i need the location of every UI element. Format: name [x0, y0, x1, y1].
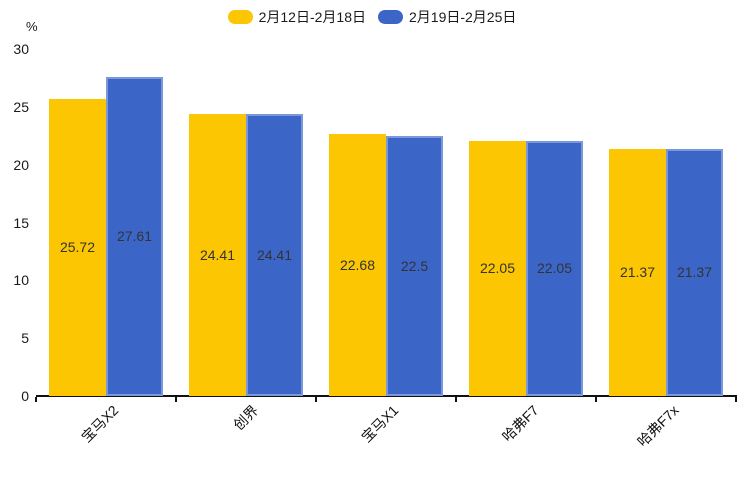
x-category-label: 创界 [230, 402, 262, 434]
y-tick-label: 15 [13, 214, 29, 231]
bar-value-label: 21.37 [676, 264, 713, 281]
bar-value-label: 21.37 [619, 264, 656, 281]
legend-swatch-series-0-icon [227, 10, 253, 24]
legend-swatch-series-1-icon [378, 10, 403, 24]
y-tick-label: 20 [13, 156, 29, 173]
legend-label-series-0: 2月12日-2月18日 [258, 9, 366, 25]
bar[interactable] [106, 76, 163, 396]
legend-item-series-0[interactable]: 2月12日-2月18日 [227, 7, 366, 27]
y-tick-label: 5 [21, 330, 29, 347]
legend-item-series-1[interactable]: 2月19日-2月25日 [378, 7, 516, 27]
bar[interactable] [329, 133, 386, 396]
bar-value-label: 22.05 [536, 260, 573, 277]
x-tick [595, 397, 597, 402]
bar[interactable] [609, 148, 666, 396]
y-tick-label: 25 [13, 98, 29, 115]
x-category-label: 宝马X2 [78, 402, 122, 446]
bar-value-label: 22.68 [339, 256, 376, 273]
bar-value-label: 25.72 [59, 239, 96, 256]
bar-value-label: 24.41 [256, 246, 293, 263]
x-tick [735, 397, 737, 402]
x-tick [175, 397, 177, 402]
bar-value-label: 27.61 [116, 228, 153, 245]
y-tick-label: 10 [13, 272, 29, 289]
x-tick [455, 397, 457, 402]
bar[interactable] [189, 113, 246, 396]
legend-label-series-1: 2月19日-2月25日 [409, 9, 517, 25]
y-tick-label: 30 [13, 41, 29, 57]
x-tick [315, 397, 317, 402]
x-axis-line [36, 395, 737, 397]
bar[interactable] [386, 135, 443, 396]
x-tick [35, 397, 37, 402]
bar[interactable] [246, 113, 303, 396]
y-axis-unit-label: % [26, 19, 38, 34]
bar-value-label: 22.05 [479, 260, 516, 277]
bar[interactable] [666, 148, 723, 396]
y-tick-label: 0 [21, 388, 29, 404]
x-category-label: 哈弗F7x [633, 402, 682, 450]
legend: 2月12日-2月18日 2月19日-2月25日 [0, 7, 744, 27]
bar[interactable] [526, 140, 583, 396]
bar-value-label: 24.41 [199, 246, 236, 263]
x-category-label: 宝马X1 [358, 402, 402, 446]
x-category-label: 哈弗F7 [498, 402, 542, 445]
bar[interactable] [49, 98, 106, 396]
bar[interactable] [469, 140, 526, 396]
bar-value-label: 22.5 [400, 257, 429, 274]
